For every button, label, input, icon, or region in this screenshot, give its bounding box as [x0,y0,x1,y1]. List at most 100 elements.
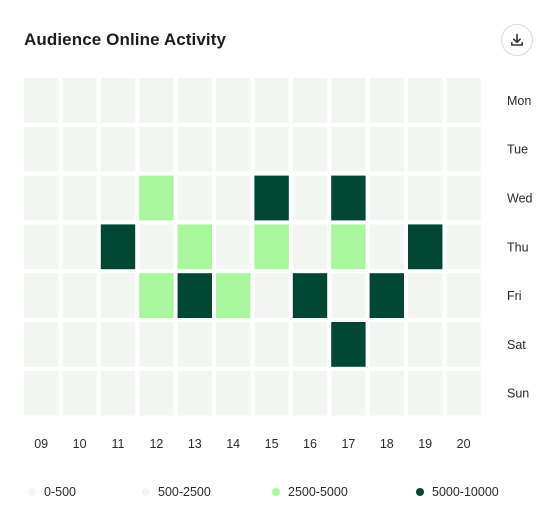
heatmap-cell-sun-14[interactable] [216,370,251,416]
heatmap-cell-thu-13[interactable] [177,224,212,270]
download-button[interactable] [501,24,533,56]
heatmap-cell-wed-17[interactable] [331,175,366,221]
heatmap-cell-tue-16[interactable] [292,126,328,172]
heatmap-cell-mon-15[interactable] [254,78,289,123]
heatmap-cell-sun-17[interactable] [331,370,366,416]
heatmap-cell-sat-20[interactable] [446,322,481,367]
legend-label: 5000-10000 [432,485,499,499]
heatmap-cell-thu-14[interactable] [216,224,251,270]
heatmap-cell-thu-10[interactable] [62,224,97,270]
heatmap-cell-sat-14[interactable] [216,322,251,367]
heatmap-cell-thu-12[interactable] [139,224,174,270]
heatmap-cell-fri-10[interactable] [62,273,97,318]
legend-item[interactable]: 5000-10000 [416,482,499,502]
heatmap-cell-wed-20[interactable] [446,175,481,221]
heatmap-cell-wed-10[interactable] [62,175,97,221]
heatmap-cell-tue-15[interactable] [254,126,289,172]
heatmap-cell-fri-12[interactable] [139,273,174,318]
y-tick-label: Mon [507,94,531,108]
heatmap-cell-mon-12[interactable] [139,78,174,123]
heatmap-cell-fri-19[interactable] [408,273,443,318]
heatmap-cell-thu-19[interactable] [408,224,443,270]
heatmap-cell-sat-17[interactable] [331,322,366,367]
heatmap-cell-tue-10[interactable] [62,126,97,172]
heatmap-cell-tue-18[interactable] [369,126,404,172]
legend-item[interactable]: 2500-5000 [272,482,348,502]
heatmap-cell-wed-11[interactable] [100,175,136,221]
heatmap-cell-sat-12[interactable] [139,322,174,367]
heatmap-cell-fri-16[interactable] [292,273,328,318]
heatmap-cell-mon-14[interactable] [216,78,251,123]
heatmap-cell-mon-13[interactable] [177,78,212,123]
heatmap-cell-tue-20[interactable] [446,126,481,172]
heatmap-cell-sun-10[interactable] [62,370,97,416]
heatmap-cell-tue-12[interactable] [139,126,174,172]
heatmap-cell-fri-09[interactable] [24,273,59,318]
heatmap-cell-thu-17[interactable] [331,224,366,270]
legend-swatch [142,488,150,496]
heatmap-cell-mon-16[interactable] [292,78,328,123]
y-tick-label: Tue [507,143,528,157]
legend-item[interactable]: 500-2500 [142,482,211,502]
heatmap-cell-fri-11[interactable] [100,273,136,318]
heatmap-cell-fri-14[interactable] [216,273,251,318]
heatmap-cell-sun-20[interactable] [446,370,481,416]
heatmap-cell-sat-18[interactable] [369,322,404,367]
legend-item[interactable]: 0-500 [28,482,76,502]
heatmap-cell-sun-13[interactable] [177,370,212,416]
heatmap-cell-sat-16[interactable] [292,322,328,367]
heatmap-cell-thu-11[interactable] [100,224,136,270]
heatmap-cell-thu-18[interactable] [369,224,404,270]
heatmap-cell-mon-20[interactable] [446,78,481,123]
y-tick-label: Sun [507,387,529,401]
heatmap-cell-sat-15[interactable] [254,322,289,367]
heatmap-cell-thu-20[interactable] [446,224,481,270]
heatmap-cell-mon-11[interactable] [100,78,136,123]
heatmap-cell-wed-19[interactable] [408,175,443,221]
heatmap-cell-tue-11[interactable] [100,126,136,172]
heatmap-cell-thu-15[interactable] [254,224,289,270]
heatmap-cell-sat-19[interactable] [408,322,443,367]
heatmap-cell-thu-16[interactable] [292,224,328,270]
heatmap-cell-sat-13[interactable] [177,322,212,367]
heatmap-cell-sun-11[interactable] [100,370,136,416]
heatmap-cell-wed-16[interactable] [292,175,328,221]
heatmap-cell-tue-09[interactable] [24,126,59,172]
heatmap-cell-mon-10[interactable] [62,78,97,123]
heatmap-cell-mon-18[interactable] [369,78,404,123]
heatmap-cell-fri-20[interactable] [446,273,481,318]
heatmap-cell-sat-11[interactable] [100,322,136,367]
heatmap-cell-tue-19[interactable] [408,126,443,172]
heatmap-cell-wed-15[interactable] [254,175,289,221]
heatmap-cell-sat-10[interactable] [62,322,97,367]
legend: 0-500 500-2500 2500-5000 5000-10000 [24,482,534,502]
heatmap-cell-wed-14[interactable] [216,175,251,221]
y-tick-label: Thu [507,240,529,254]
heatmap-cell-fri-17[interactable] [331,273,366,318]
heatmap-cell-sun-16[interactable] [292,370,328,416]
heatmap-cell-thu-09[interactable] [24,224,59,270]
heatmap-cell-mon-09[interactable] [24,78,59,123]
heatmap-cell-fri-13[interactable] [177,273,212,318]
heatmap-cell-mon-17[interactable] [331,78,366,123]
y-tick-label: Fri [507,289,522,303]
heatmap-cell-tue-17[interactable] [331,126,366,172]
heatmap-cell-wed-13[interactable] [177,175,212,221]
heatmap-cell-sun-09[interactable] [24,370,59,416]
heatmap-cell-fri-15[interactable] [254,273,289,318]
chart-title: Audience Online Activity [24,30,227,49]
x-tick-label: 18 [380,437,394,451]
heatmap-cell-wed-18[interactable] [369,175,404,221]
heatmap-cell-sun-15[interactable] [254,370,289,416]
heatmap-cell-wed-12[interactable] [139,175,174,221]
heatmap-cell-fri-18[interactable] [369,273,404,318]
heatmap-cell-tue-14[interactable] [216,126,251,172]
heatmap-cell-tue-13[interactable] [177,126,212,172]
heatmap-cell-mon-19[interactable] [408,78,443,123]
heatmap-cell-sun-12[interactable] [139,370,174,416]
heatmap-cell-sat-09[interactable] [24,322,59,367]
x-tick-label: 11 [112,437,125,451]
heatmap-cell-sun-19[interactable] [408,370,443,416]
heatmap-cell-wed-09[interactable] [24,175,59,221]
heatmap-cell-sun-18[interactable] [369,370,404,416]
